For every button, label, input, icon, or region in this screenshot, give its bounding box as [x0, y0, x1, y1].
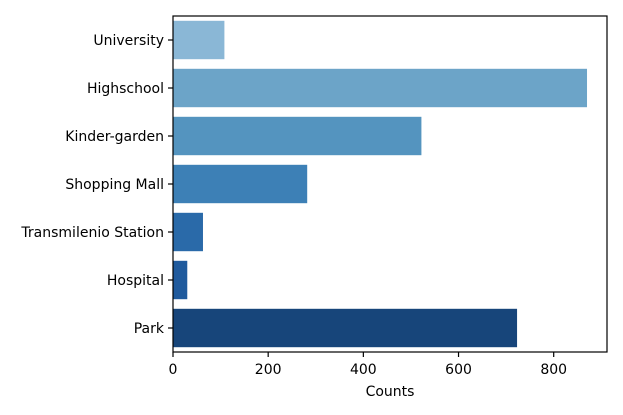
- bar-hospital: [173, 260, 188, 300]
- y-tick-label: Shopping Mall: [65, 177, 164, 193]
- x-tick-label: 0: [169, 362, 178, 378]
- bar-kinder-garden: [173, 116, 422, 156]
- y-tick-label: Kinder-garden: [65, 129, 164, 145]
- bar-highschool: [173, 68, 588, 108]
- y-tick-label: University: [93, 33, 164, 49]
- x-axis-ticks: 0 200 400 600 800: [169, 352, 567, 378]
- x-tick-label: 600: [445, 362, 472, 378]
- bar-shopping-mall: [173, 164, 308, 204]
- y-tick-label: Park: [134, 321, 165, 337]
- plot-frame: [172, 15, 608, 353]
- x-tick-label: 400: [350, 362, 377, 378]
- x-tick-label: 200: [255, 362, 282, 378]
- bar-park: [173, 308, 518, 348]
- bars-group: [173, 20, 588, 348]
- bar-transmilenio-station: [173, 212, 203, 252]
- y-tick-label: Hospital: [107, 273, 164, 289]
- x-axis-label: Counts: [366, 384, 415, 400]
- bar-university: [173, 20, 225, 60]
- x-tick-label: 800: [540, 362, 567, 378]
- y-axis-ticks: University Highschool Kinder-garden Shoppin…: [20, 33, 173, 337]
- y-tick-label: Transmilenio Station: [20, 225, 164, 241]
- y-tick-label: Highschool: [87, 81, 164, 97]
